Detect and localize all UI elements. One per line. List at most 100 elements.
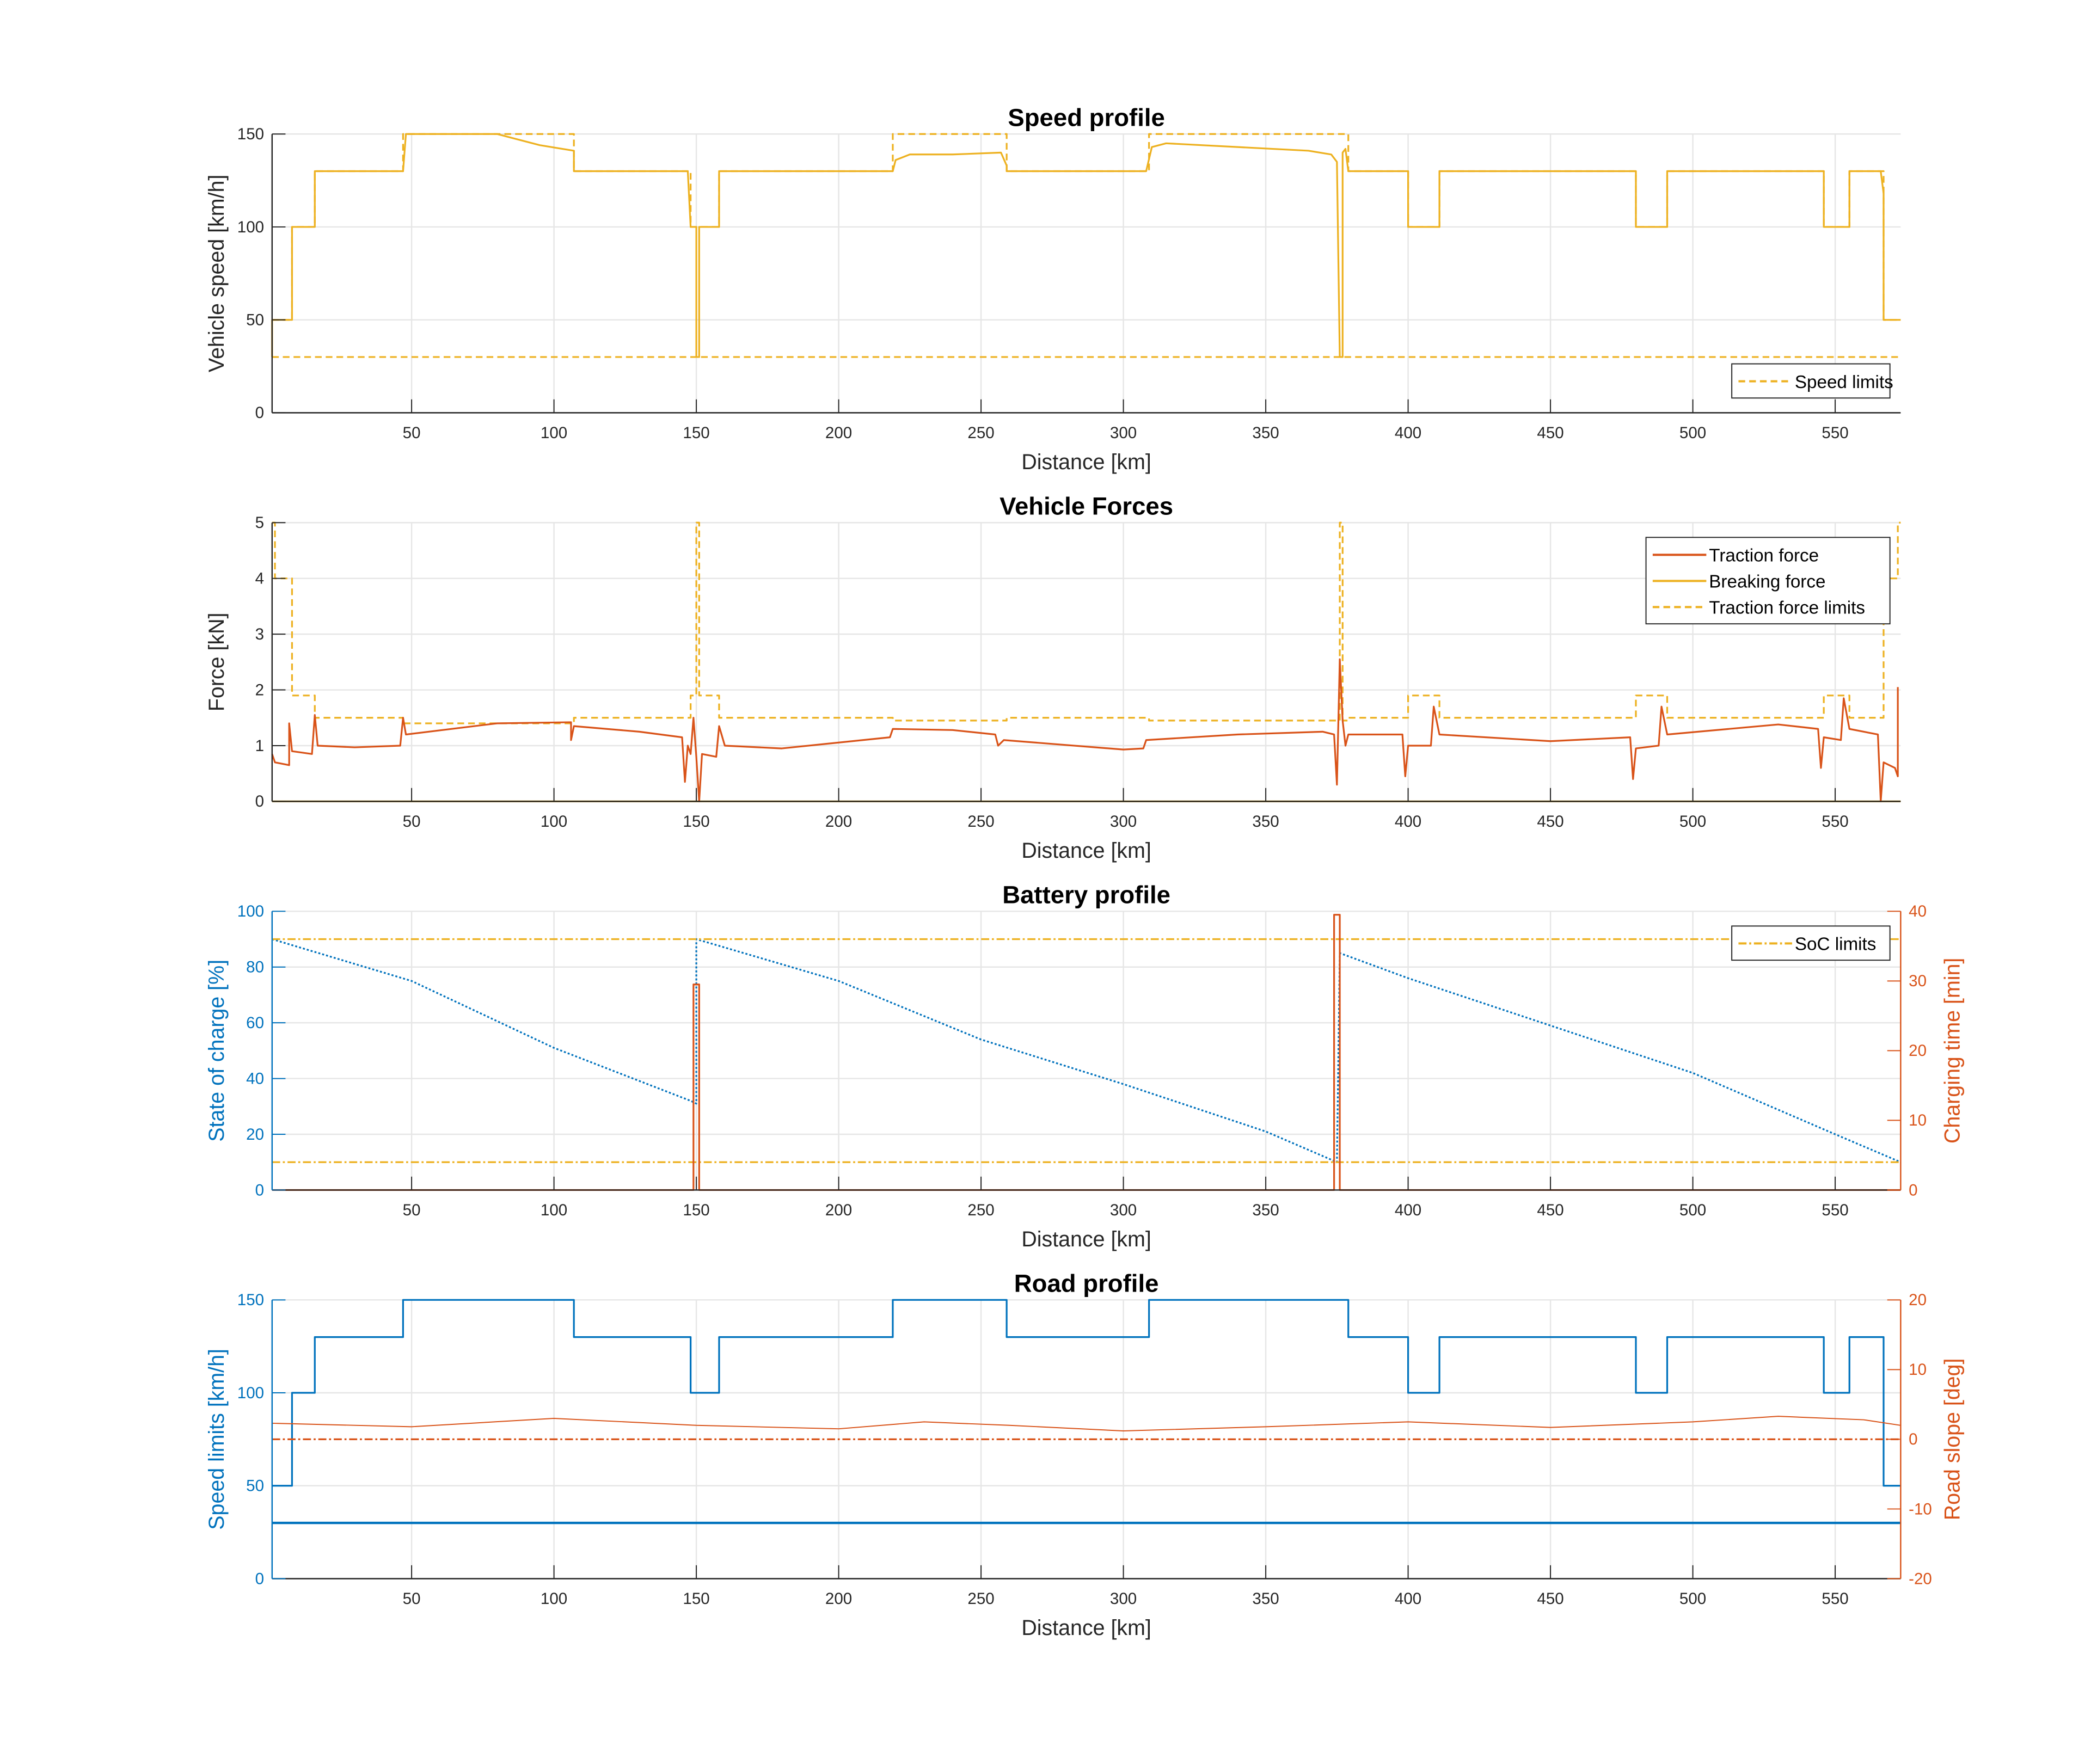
y-tick-label: 20 (246, 1126, 264, 1144)
x-tick-label: 450 (1537, 1201, 1563, 1219)
chart-4: 50 100 150 200 250 300 350 400 450 500 55005010015… (205, 1270, 1965, 1640)
y-tick-label: 50 (246, 1477, 264, 1495)
chart-title: Speed profile (1008, 103, 1165, 131)
legend-entry: SoC limits (1795, 935, 1877, 955)
x-tick-label: 500 (1679, 424, 1706, 442)
x-axis-label: Distance [km] (1021, 1227, 1151, 1251)
series-speed-limits (272, 133, 1901, 321)
y-right-tick-label: 0 (1909, 1430, 1917, 1448)
y-tick-label: 0 (255, 792, 264, 810)
legend: Traction force Breaking force Traction for… (1645, 537, 1891, 625)
legend: SoC limits (1731, 925, 1891, 961)
y-tick-label: 0 (255, 1181, 264, 1199)
x-tick-label: 50 (403, 424, 421, 442)
x-tick-label: 100 (541, 1201, 567, 1219)
legend-box (1731, 925, 1891, 961)
legend-box (1731, 363, 1891, 399)
y-tick-label: 60 (246, 1014, 264, 1032)
x-tick-label: 550 (1822, 1590, 1848, 1608)
x-tick-label: 150 (683, 424, 709, 442)
x-tick-label: 400 (1395, 1201, 1421, 1219)
x-tick-label: 50 (403, 813, 421, 831)
y-tick-label: 100 (237, 1384, 264, 1402)
chart-1: 50 100 150 200 250 300 350 400 450 500 550 0 50 100 15… (205, 103, 1901, 474)
legend-entry: Breaking force (1709, 572, 1825, 592)
chart-title: Road profile (1014, 1270, 1159, 1298)
y-tick-label: 1 (255, 737, 264, 755)
y-tick-label: 150 (237, 1291, 264, 1309)
chart-2: 50 100 150 200 250 300 350 400 450 500 550 0 1 2 3 4 5 Ve… (205, 492, 1901, 863)
x-tick-label: 350 (1252, 813, 1279, 831)
y-right-tick-label: 20 (1909, 1042, 1927, 1060)
y-tick-label: 150 (237, 125, 264, 143)
y-tick-label: 100 (237, 218, 264, 236)
y-axis-label: Force [kN] (205, 613, 229, 712)
chart-title: Battery profile (1002, 881, 1170, 909)
series-traction-force-limits (272, 521, 1901, 724)
x-tick-label: 150 (683, 1590, 709, 1608)
x-tick-label: 350 (1252, 424, 1279, 442)
x-tick-label: 400 (1395, 1590, 1421, 1608)
x-tick-label: 350 (1252, 1201, 1279, 1219)
x-tick-label: 200 (825, 1590, 852, 1608)
y-right-axis-label: Road slope [deg] (1941, 1359, 1965, 1521)
x-tick-label: 250 (967, 1201, 994, 1219)
x-tick-label: 100 (541, 813, 567, 831)
x-axis-label: Distance [km] (1021, 1616, 1151, 1640)
x-tick-label: 550 (1822, 424, 1848, 442)
y-tick-label: 40 (246, 1070, 264, 1087)
y-right-tick-label: 20 (1909, 1291, 1927, 1309)
chart-3: 50 100 150 200 250 300 350 400 450 500 550 0 20 40 60 8… (205, 881, 1965, 1251)
y-right-tick-label: -10 (1909, 1500, 1932, 1518)
x-axis-label: Distance [km] (1021, 839, 1151, 863)
series-traction-force (271, 658, 1899, 803)
x-tick-label: 150 (683, 813, 709, 831)
y-tick-label: 0 (255, 1570, 264, 1588)
x-tick-label: 200 (825, 424, 852, 442)
x-tick-label: 100 (541, 1590, 567, 1608)
x-tick-label: 350 (1252, 1590, 1279, 1608)
x-tick-label: 500 (1679, 1590, 1706, 1608)
x-tick-label: 150 (683, 1201, 709, 1219)
y-right-tick-label: -20 (1909, 1570, 1932, 1588)
y-right-tick-label: 10 (1909, 1111, 1927, 1129)
x-axis-label: Distance [km] (1021, 450, 1151, 474)
x-tick-label: 450 (1537, 424, 1563, 442)
y-right-tick-label: 30 (1909, 972, 1927, 990)
x-tick-label: 250 (967, 813, 994, 831)
y-tick-label: 3 (255, 625, 264, 643)
x-tick-label: 300 (1110, 1201, 1137, 1219)
x-tick-label: 50 (403, 1201, 421, 1219)
legend-entry: Traction force limits (1709, 598, 1865, 618)
legend-entry: Speed limits (1795, 372, 1893, 392)
chart-title: Vehicle Forces (999, 492, 1173, 520)
y-tick-label: 5 (255, 514, 264, 532)
y-tick-label: 0 (255, 404, 264, 422)
series-soc (272, 938, 1901, 1163)
y-tick-label: 2 (255, 681, 264, 699)
series-speed-limit-max (272, 1299, 1901, 1487)
x-tick-label: 500 (1679, 813, 1706, 831)
series-road-slope (272, 1416, 1901, 1432)
y-tick-label: 50 (246, 311, 264, 329)
y-axis-label: State of charge [%] (205, 960, 229, 1142)
y-tick-label: 4 (255, 570, 264, 588)
x-tick-label: 300 (1110, 1590, 1137, 1608)
x-tick-label: 550 (1822, 1201, 1848, 1219)
x-tick-label: 500 (1679, 1201, 1706, 1219)
x-tick-label: 200 (825, 1201, 852, 1219)
y-right-tick-label: 10 (1909, 1361, 1927, 1379)
legend-entry: Traction force (1709, 546, 1819, 566)
y-axis-label: Speed limits [km/h] (205, 1349, 229, 1530)
x-tick-label: 300 (1110, 424, 1137, 442)
series-charging-time (272, 914, 1901, 1191)
x-tick-label: 50 (403, 1590, 421, 1608)
x-tick-label: 450 (1537, 1590, 1563, 1608)
x-tick-label: 250 (967, 424, 994, 442)
legend: Speed limits (1731, 363, 1893, 399)
x-tick-label: 250 (967, 1590, 994, 1608)
series-vehicle-speed (271, 133, 1901, 358)
y-tick-label: 80 (246, 958, 264, 976)
y-axis-label: Vehicle speed [km/h] (205, 175, 229, 372)
